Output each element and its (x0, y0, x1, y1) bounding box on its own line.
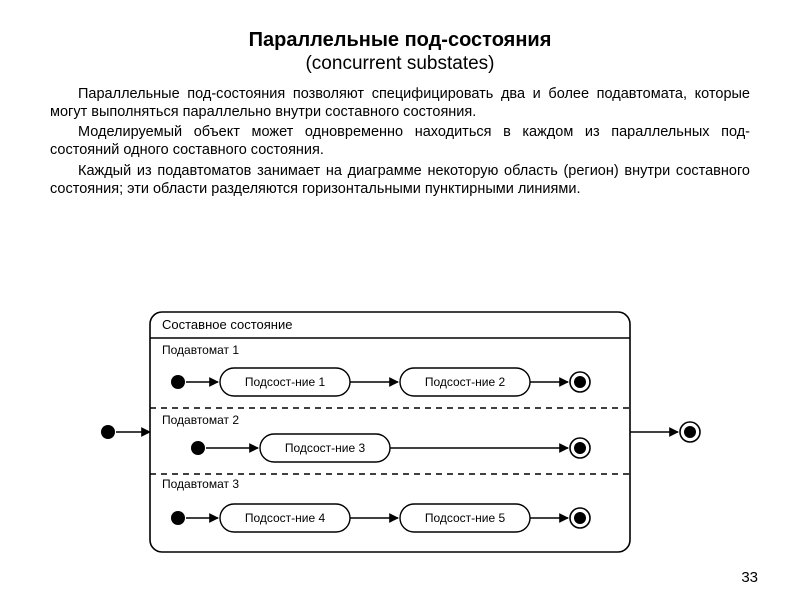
state-diagram: Составное состояние Подавтомат 1 Подавтома… (0, 292, 800, 582)
svg-text:Подавтомат 1: Подавтомат 1 (162, 343, 239, 357)
paragraph-1: Параллельные под-состояния позволяют спе… (50, 85, 750, 121)
svg-text:Подсост-ние 2: Подсост-ние 2 (425, 375, 506, 389)
svg-text:Подавтомат 2: Подавтомат 2 (162, 413, 239, 427)
svg-text:Подсост-ние 3: Подсост-ние 3 (285, 441, 366, 455)
page-title: Параллельные под-состояния (50, 28, 750, 53)
page-number: 33 (741, 569, 758, 586)
svg-text:Подсост-ние 1: Подсост-ние 1 (245, 375, 326, 389)
svg-text:Подсост-ние 4: Подсост-ние 4 (245, 511, 326, 525)
page-subtitle: (concurrent substates) (50, 53, 750, 75)
svg-text:Составное состояние: Составное состояние (162, 317, 292, 332)
svg-text:Подсост-ние 5: Подсост-ние 5 (425, 511, 506, 525)
paragraph-2: Моделируемый объект может одновременно н… (50, 123, 750, 159)
svg-text:Подавтомат 3: Подавтомат 3 (162, 477, 239, 491)
paragraph-3: Каждый из подавтоматов занимает на диагр… (50, 162, 750, 198)
